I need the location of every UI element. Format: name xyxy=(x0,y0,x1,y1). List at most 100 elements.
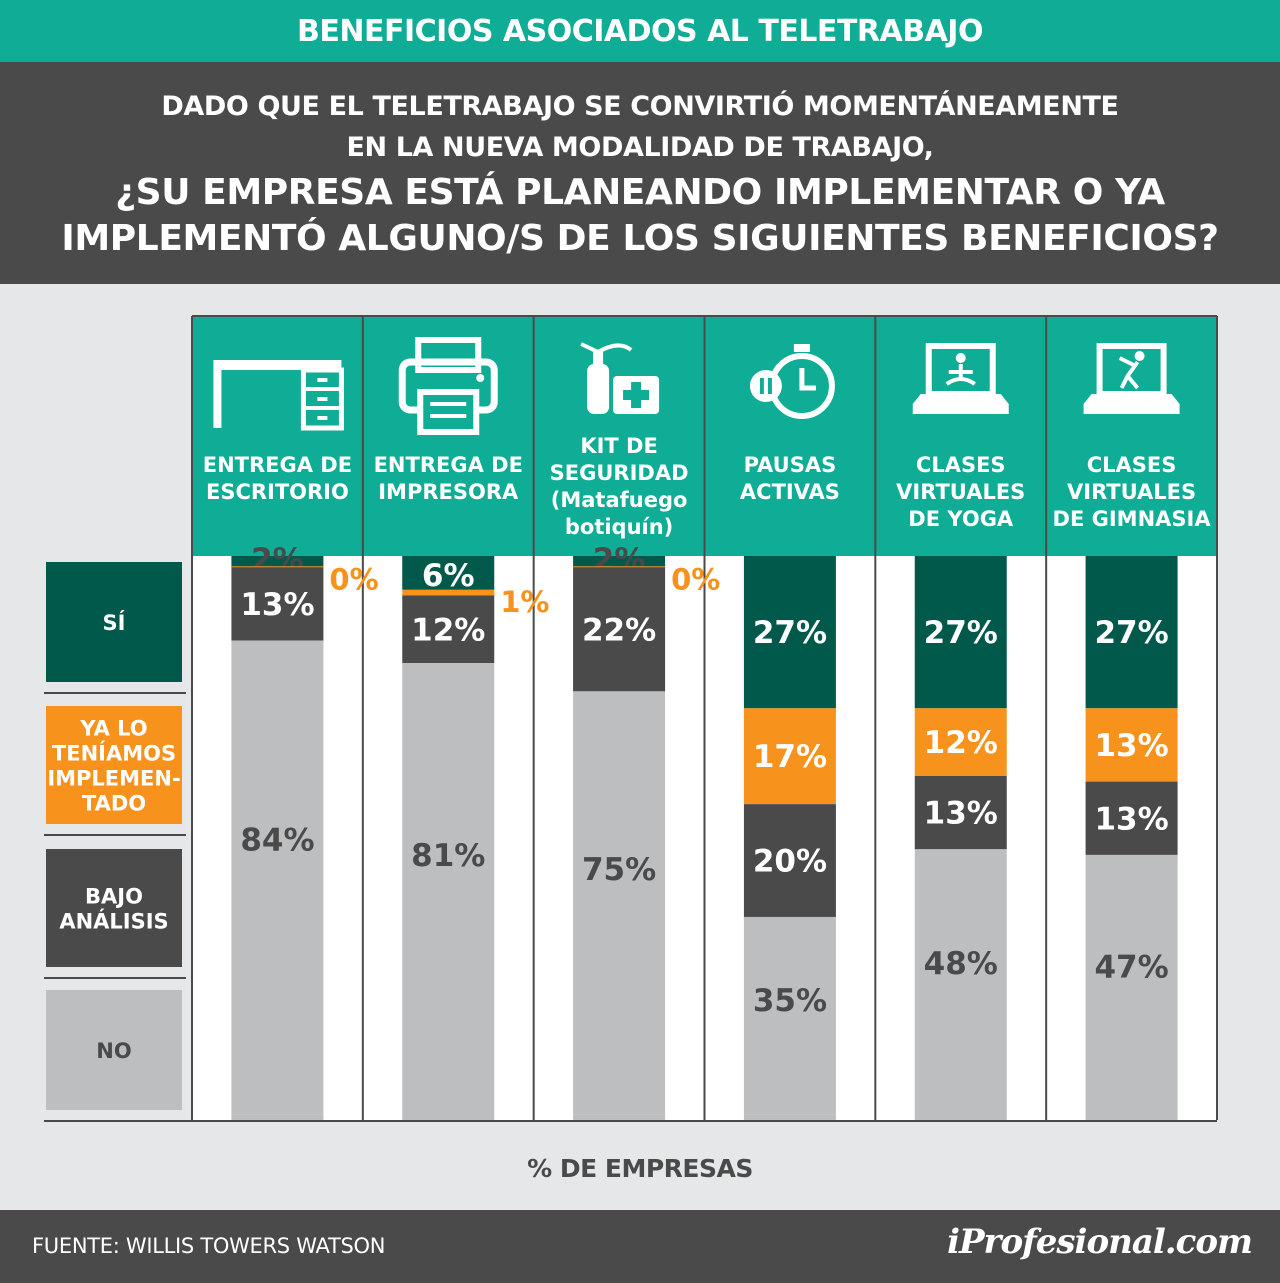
legend-label: ANÁLISIS xyxy=(59,909,168,934)
bar-segment xyxy=(402,663,495,1120)
drawer-handle xyxy=(317,397,328,401)
data-label: 12% xyxy=(411,612,485,648)
bar-segment xyxy=(402,589,495,596)
data-label: 0% xyxy=(329,562,378,596)
data-label: 1% xyxy=(500,585,549,619)
fire-extinguisher-first-aid-icon xyxy=(580,342,660,414)
cross-h xyxy=(623,390,650,400)
extinguisher-neck xyxy=(593,352,604,364)
data-label: 17% xyxy=(753,739,827,775)
legend-label: IMPLEMEN- xyxy=(47,767,180,791)
category-label: PAUSAS xyxy=(744,453,837,477)
bar-segment xyxy=(743,804,836,917)
legend-swatch xyxy=(46,990,182,1110)
data-label: 47% xyxy=(1094,949,1168,985)
yoga-body xyxy=(945,364,976,386)
bar-segment xyxy=(231,1114,324,1120)
laptop-base xyxy=(1083,394,1180,404)
category-label: ESCRITORIO xyxy=(206,480,349,504)
legend-label: TENÍAMOS xyxy=(52,741,176,766)
laptop-gym-icon xyxy=(1083,343,1180,414)
category-label: IMPRESORA xyxy=(378,480,519,504)
bar-segment xyxy=(402,595,495,664)
category-label: botiquín) xyxy=(565,515,673,539)
laptop-base xyxy=(912,394,1009,404)
x-axis-label: % DE EMPRESAS xyxy=(527,1154,753,1183)
data-label: 13% xyxy=(1094,801,1168,837)
question-line-2: EN LA NUEVA MODALIDAD DE TRABAJO, xyxy=(346,132,934,163)
category-label: CLASES xyxy=(916,453,1006,477)
legend-label: YA LO xyxy=(79,717,147,741)
desk-icon xyxy=(213,360,344,431)
desk-top xyxy=(213,360,342,370)
watch-hands xyxy=(799,368,816,391)
data-label: 48% xyxy=(924,946,998,982)
category-label: VIRTUALES xyxy=(896,480,1025,504)
bar-segment xyxy=(1085,781,1178,855)
printer-paper xyxy=(417,389,480,435)
legend-swatch xyxy=(46,706,182,824)
data-label: 22% xyxy=(582,612,656,648)
data-label: 13% xyxy=(924,796,998,832)
category-label: KIT DE xyxy=(580,434,658,458)
category-label: ACTIVAS xyxy=(740,480,840,504)
legend-label: BAJO xyxy=(85,885,143,909)
yoga-head xyxy=(955,353,966,363)
legend-label: NO xyxy=(96,1039,131,1063)
laptop-deck xyxy=(912,404,1009,414)
data-label: 13% xyxy=(1094,728,1168,764)
category-label: (Matafuego xyxy=(551,488,688,512)
laptop-deck xyxy=(1083,404,1180,414)
legend-label: SÍ xyxy=(103,610,126,635)
printer-icon xyxy=(398,337,498,435)
watch-button xyxy=(793,344,810,352)
chart-area: ENTREGA DE ESCRITORIO ENTREGA DE IMPRESORA K… xyxy=(0,284,1280,1210)
bar-segment xyxy=(573,1114,666,1120)
data-label: 27% xyxy=(753,615,827,651)
drawer-handle xyxy=(317,416,328,420)
data-label: 75% xyxy=(582,852,656,888)
pause-bar xyxy=(767,378,772,394)
legend-label: TADO xyxy=(82,792,146,816)
data-label: 13% xyxy=(240,587,314,623)
pause-bar xyxy=(759,378,764,394)
data-label: 6% xyxy=(422,558,475,594)
bar-segment xyxy=(573,567,666,692)
category-label: DE YOGA xyxy=(908,507,1014,531)
data-label: 27% xyxy=(1094,615,1168,651)
printer-light xyxy=(476,374,485,382)
extinguisher-body xyxy=(587,364,610,414)
bar-segment xyxy=(1085,708,1178,782)
extinguisher-hose xyxy=(580,342,633,354)
question-line-1: DADO QUE EL TELETRABAJO SE CONVIRTIÓ MOM… xyxy=(161,91,1119,122)
stopwatch-icon xyxy=(749,344,835,419)
category-label: CLASES xyxy=(1087,453,1177,477)
bar-segment xyxy=(1085,556,1178,709)
bar-segment xyxy=(231,640,324,1115)
data-label: 35% xyxy=(753,983,827,1019)
desk-drawers xyxy=(300,367,344,431)
source-text: FUENTE: WILLIS TOWERS WATSON xyxy=(32,1234,386,1258)
bar-segment xyxy=(573,691,666,1115)
category-label: ENTREGA DE xyxy=(374,453,523,477)
bar-segment xyxy=(743,1114,836,1120)
bar-segment xyxy=(914,556,1007,709)
bar-segment xyxy=(743,916,836,1115)
bar-segment xyxy=(1085,854,1178,1120)
data-label: 81% xyxy=(411,838,485,874)
data-label: 12% xyxy=(924,725,998,761)
data-label: 84% xyxy=(240,823,314,859)
category-label: VIRTUALES xyxy=(1067,480,1196,504)
desk-leg xyxy=(213,370,222,428)
footer: FUENTE: WILLIS TOWERS WATSON iProfesiona… xyxy=(0,1210,1280,1283)
category-label: ENTREGA DE xyxy=(203,453,352,477)
bar-segment xyxy=(402,556,495,590)
legend-swatch xyxy=(46,562,182,682)
category-label: DE GIMNASIA xyxy=(1053,507,1212,531)
gym-head xyxy=(1134,351,1145,361)
category-label: SEGURIDAD xyxy=(550,461,689,485)
pause-disc xyxy=(749,370,782,402)
brand-logo: iProfesional.com xyxy=(947,1222,1253,1262)
bar-segment xyxy=(231,556,324,568)
printer-tray xyxy=(415,337,482,373)
